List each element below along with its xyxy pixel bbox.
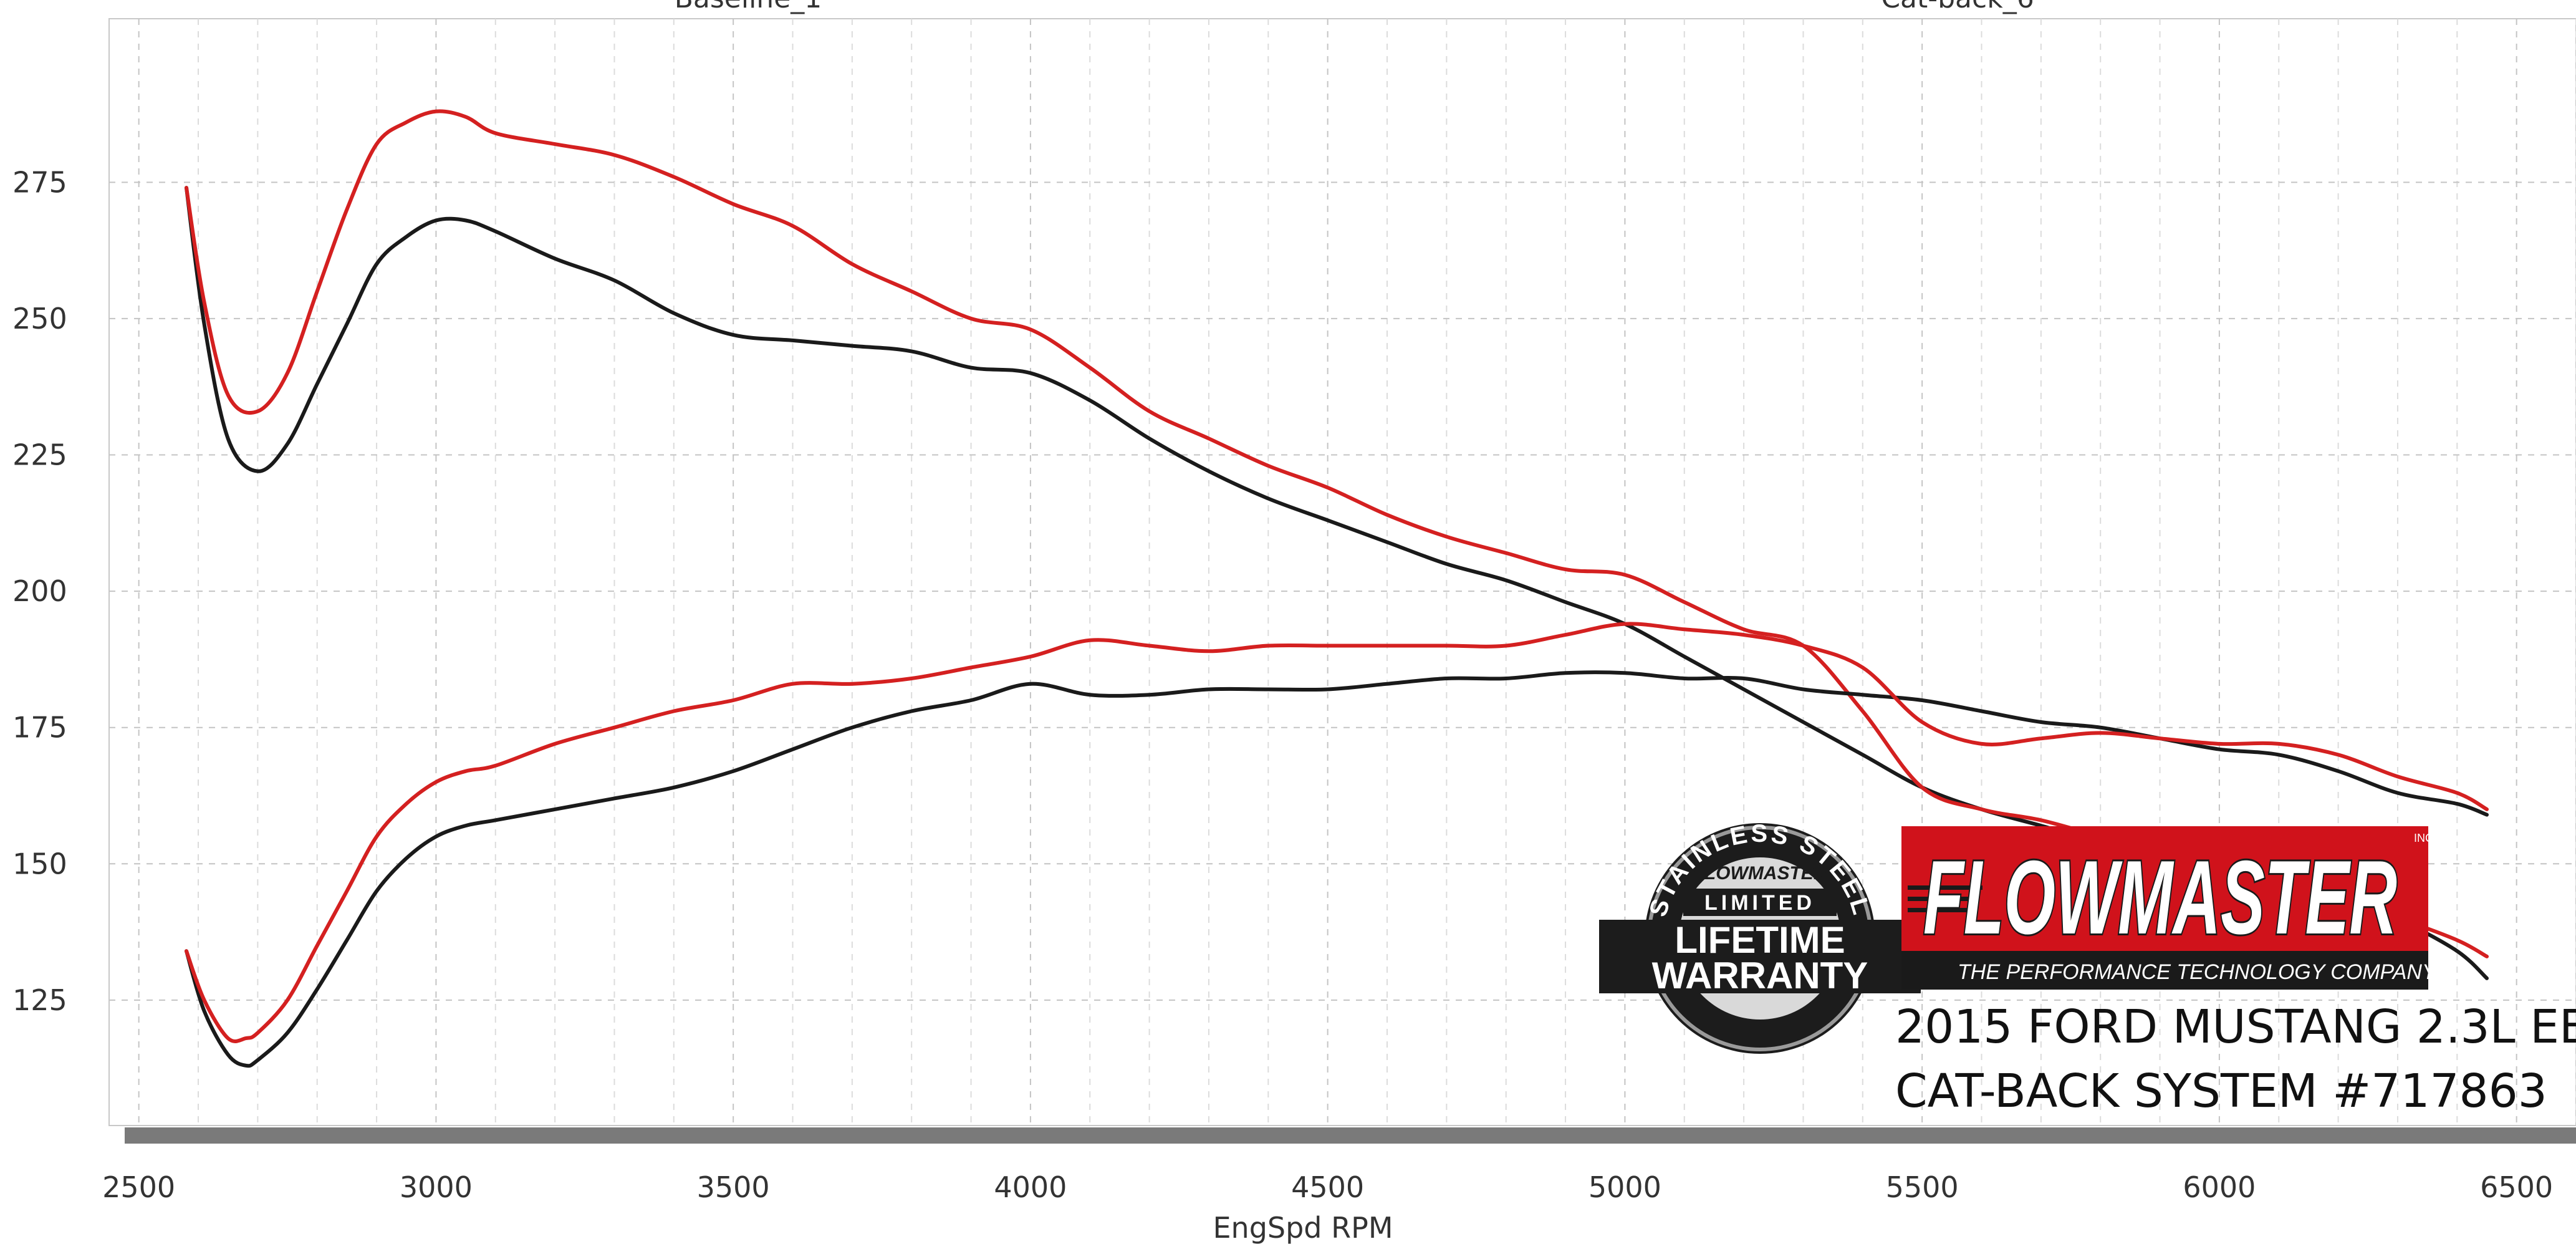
y-tick-label: 175 <box>12 711 67 745</box>
x-tick-label: 5500 <box>1886 1170 1959 1204</box>
x-tick-label: 6500 <box>2480 1170 2553 1204</box>
badge-warranty: WARRANTY <box>1652 955 1868 996</box>
legend-baseline: Baseline_1 <box>675 0 822 14</box>
y-tick-label: 125 <box>12 983 67 1017</box>
y-tick-labels: 125 150 175 200 225 250 275 <box>12 165 67 1017</box>
x-axis-bar <box>125 1127 2576 1144</box>
x-tick-label: 5000 <box>1588 1170 1661 1204</box>
series-cat-back-lower <box>185 622 2489 1043</box>
x-tick-label: 3000 <box>400 1170 473 1204</box>
y-tick-label: 150 <box>12 847 67 880</box>
series-baseline-lower <box>185 670 2489 1068</box>
logo-inc: INC. <box>2414 832 2436 844</box>
caption-line-2: CAT-BACK SYSTEM #717863 <box>1895 1064 2547 1118</box>
badge-lifetime: LIFETIME <box>1675 919 1845 961</box>
badge-limited: LIMITED <box>1704 891 1815 915</box>
grid <box>109 19 2576 1126</box>
badge-brand: FLOWMASTER <box>1693 863 1827 884</box>
x-tick-label: 4500 <box>1291 1170 1364 1204</box>
logo-tagline: THE PERFORMANCE TECHNOLOGY COMPANY <box>1958 960 2438 984</box>
x-tick-label: 2500 <box>102 1170 175 1204</box>
caption-line-1: 2015 FORD MUSTANG 2.3L EB <box>1895 1000 2576 1054</box>
x-tick-label: 4000 <box>994 1170 1067 1204</box>
series-cat-back-upper <box>185 109 2489 958</box>
x-tick-label: 6000 <box>2183 1170 2256 1204</box>
logo-wordmark: FLOWMASTER <box>1923 839 2397 956</box>
y-tick-label: 250 <box>12 302 67 335</box>
x-tick-label: 3500 <box>697 1170 770 1204</box>
y-tick-label: 225 <box>12 438 67 472</box>
x-tick-labels: 2500 3000 3500 4000 4500 5000 5500 6000 6500 <box>102 1170 2553 1204</box>
series-layer <box>185 109 2489 1068</box>
flowmaster-logo: FLOWMASTER INC. THE PERFORMANCE TECHNOLO… <box>1901 826 2438 990</box>
y-tick-label: 275 <box>12 165 67 199</box>
y-tick-label: 200 <box>12 574 67 608</box>
x-axis-title: EngSpd RPM <box>1213 1211 1393 1244</box>
legend-cat-back: Cat-back_6 <box>1881 0 2034 14</box>
